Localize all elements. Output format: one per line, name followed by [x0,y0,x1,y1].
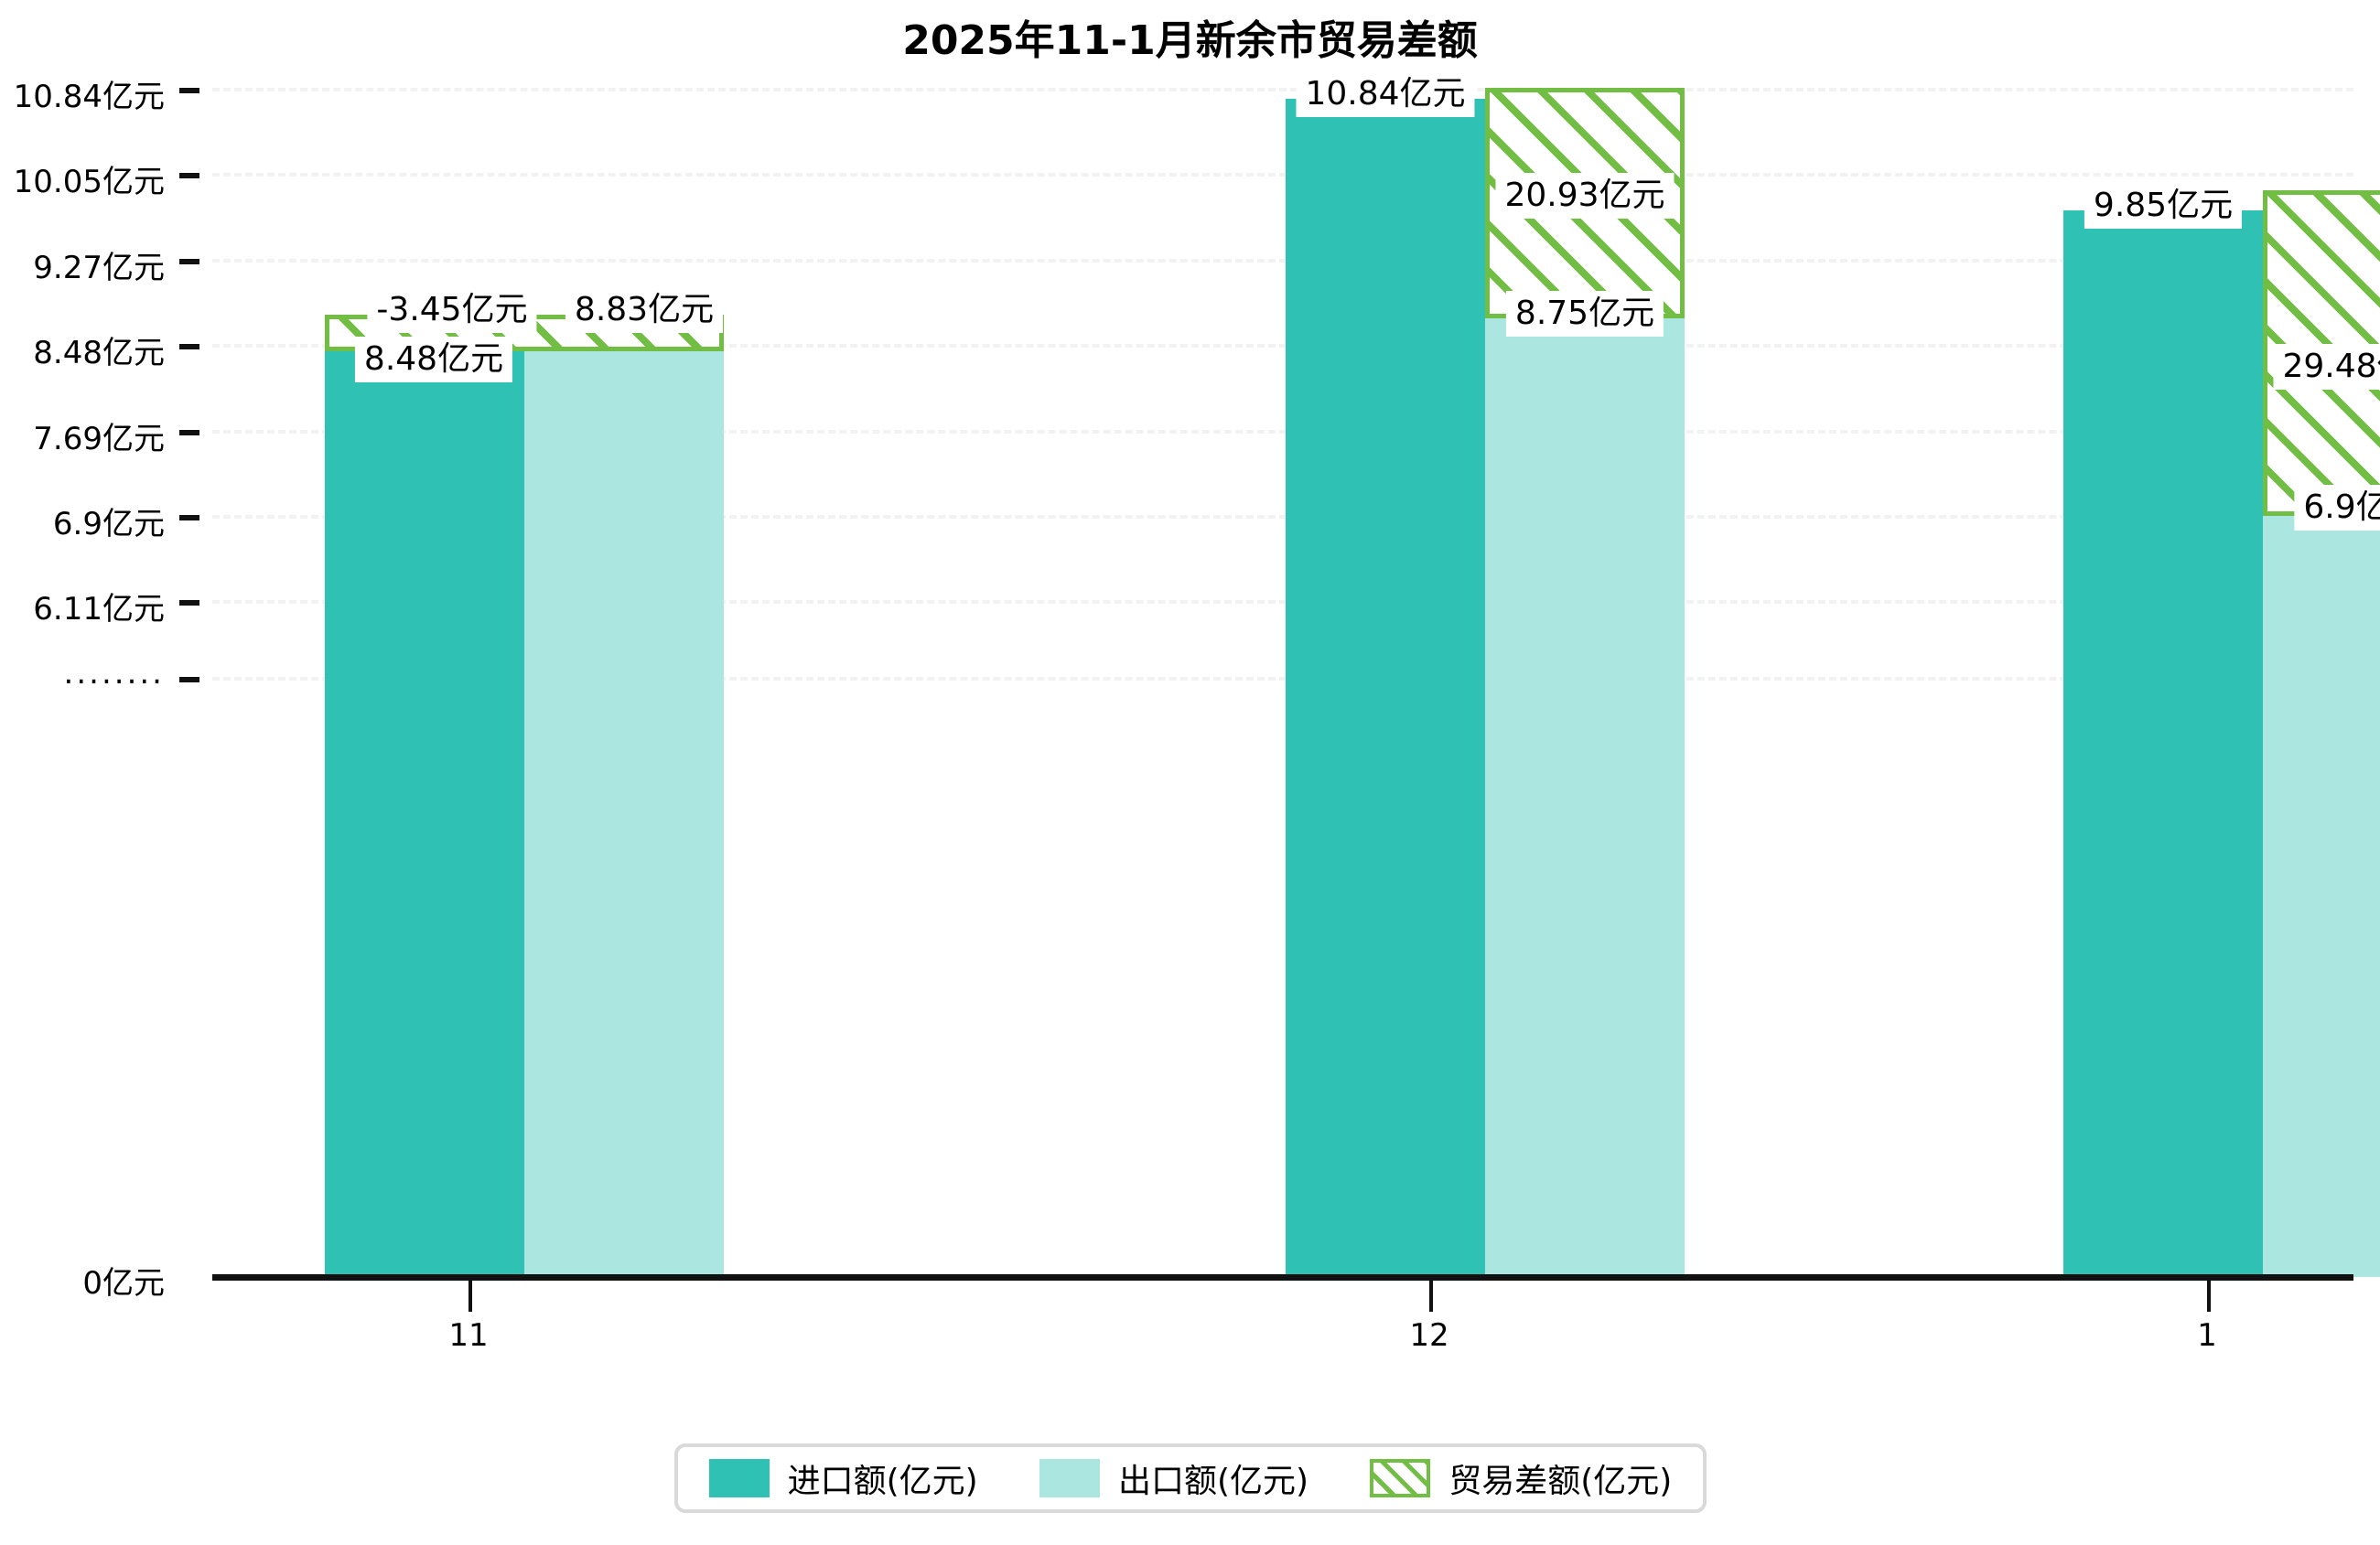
legend-label-export: 出口额(亿元) [1117,1463,1309,1500]
bar-import-1[interactable] [2063,210,2263,1277]
y-tick-mark-4 [179,430,199,435]
legend-label-balance: 贸易差额(亿元) [1448,1463,1673,1500]
y-tick-label-5: 6.9亿元 [52,506,165,542]
y-tick-mark-7 [179,677,199,682]
data-label-export-11: 8.83亿元 [565,287,724,333]
chart-legend: 进口额(亿元) 出口额(亿元) 贸易差额(亿元) [674,1443,1707,1513]
x-tick-mark-12 [1429,1281,1433,1312]
data-label-import-11: 8.48亿元 [354,337,513,382]
gridline-8-48 [212,344,2353,348]
gridline-10-84 [212,88,2353,91]
bar-export-1[interactable] [2263,516,2380,1277]
y-tick-label-7: ........ [63,655,165,692]
data-label-import-1: 9.85亿元 [2084,183,2243,229]
legend-item-export[interactable]: 出口额(亿元) [1039,1454,1308,1502]
y-tick-mark-3 [179,344,199,349]
y-tick-label-6: 6.11亿元 [33,591,165,628]
data-label-balance-12: 20.93亿元 [1495,173,1675,219]
legend-swatch-import-icon [708,1459,770,1497]
legend-label-import: 进口额(亿元) [787,1463,978,1500]
y-tick-mark-5 [179,515,199,520]
bar-export-12[interactable] [1485,318,1685,1277]
gridline-6-9 [212,515,2353,519]
y-tick-mark-1 [179,173,199,178]
y-tick-label-3: 8.48亿元 [33,335,165,371]
data-label-balance-1: 29.48亿元 [2273,344,2380,390]
plot-area: -3.45亿元 8.48亿元 8.83亿元 10.84亿元 20.93亿元 8.… [212,71,2380,1277]
y-tick-label-4: 7.69亿元 [33,421,165,457]
x-tick-label-12: 12 [1409,1317,1449,1354]
y-tick-mark-6 [179,600,199,606]
gridline-break [212,677,2353,681]
legend-swatch-balance-icon [1370,1459,1431,1497]
y-tick-label-0: 10.84亿元 [13,79,165,115]
data-label-balance-11: -3.45亿元 [367,287,537,333]
y-tick-label-2: 9.27亿元 [33,250,165,286]
x-tick-label-11: 11 [448,1317,489,1354]
x-tick-label-1: 1 [2197,1317,2217,1354]
gridline-10-05 [212,173,2353,177]
x-axis-line [212,1274,2353,1281]
y-tick-mark-2 [179,259,199,264]
x-tick-mark-11 [468,1281,472,1312]
data-label-import-12: 10.84亿元 [1296,71,1475,117]
data-label-export-12: 8.75亿元 [1505,291,1664,337]
legend-item-import[interactable]: 进口额(亿元) [708,1454,978,1502]
gridline-7-69 [212,430,2353,434]
y-tick-mark-0 [179,88,199,93]
data-label-export-1: 6.9亿元 [2294,485,2380,531]
gridline-9-27 [212,259,2353,263]
bar-export-11[interactable] [524,315,724,1277]
bar-import-11[interactable] [325,351,524,1277]
y-tick-label-8: 0亿元 [82,1265,165,1302]
chart-title: 2025年11-1月新余市贸易差额 [902,17,1478,64]
gridline-6-11 [212,600,2353,604]
x-tick-mark-1 [2207,1281,2211,1312]
legend-item-balance[interactable]: 贸易差额(亿元) [1370,1454,1672,1502]
bar-import-12[interactable] [1286,99,1485,1277]
legend-swatch-export-icon [1039,1459,1100,1497]
y-tick-label-1: 10.05亿元 [13,164,165,200]
